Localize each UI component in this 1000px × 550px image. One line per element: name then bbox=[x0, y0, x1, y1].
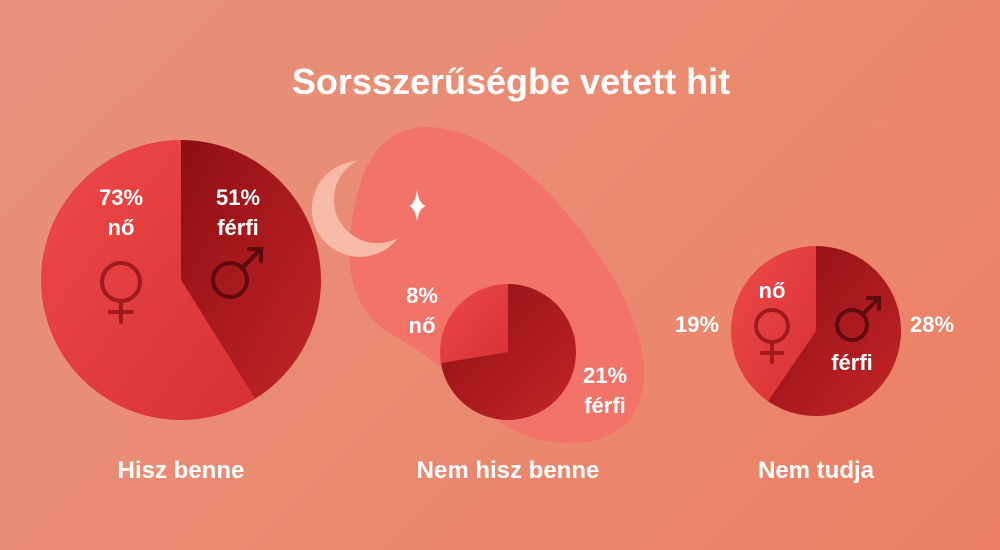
pie-slice-male bbox=[767, 246, 901, 416]
male-label: férfi bbox=[584, 393, 626, 418]
moon-icon bbox=[311, 161, 398, 257]
male-percent-label: 51% bbox=[216, 185, 260, 210]
female-percent-label: 19% bbox=[675, 312, 719, 337]
male-percent-label: 21% bbox=[583, 363, 627, 388]
star-icon bbox=[409, 190, 426, 221]
female-label: nő bbox=[108, 215, 135, 240]
male-symbol-icon bbox=[211, 247, 263, 299]
group-caption: Hisz benne bbox=[118, 457, 245, 484]
group-caption: Nem hisz benne bbox=[417, 457, 600, 484]
male-label: férfi bbox=[217, 215, 259, 240]
pie-slice-female bbox=[41, 140, 256, 420]
chart-title: Sorsszerűségbe vetett hit bbox=[292, 61, 730, 102]
female-symbol-icon bbox=[754, 308, 790, 364]
pie-slice-female bbox=[731, 246, 816, 402]
male-percent-label: 28% bbox=[910, 312, 954, 337]
female-percent-label: 8% bbox=[406, 283, 438, 308]
pie-slice-male bbox=[181, 140, 322, 399]
pie-charts bbox=[41, 140, 901, 420]
female-label: nő bbox=[759, 278, 786, 303]
group-caption: Nem tudja bbox=[758, 457, 875, 484]
pie-slice-male bbox=[440, 284, 576, 420]
male-symbol-icon bbox=[835, 296, 881, 342]
pie-slice-female bbox=[440, 284, 508, 364]
female-label: nő bbox=[409, 313, 436, 338]
female-percent-label: 73% bbox=[99, 185, 143, 210]
female-symbol-icon bbox=[100, 261, 142, 324]
male-label: férfi bbox=[831, 350, 873, 375]
